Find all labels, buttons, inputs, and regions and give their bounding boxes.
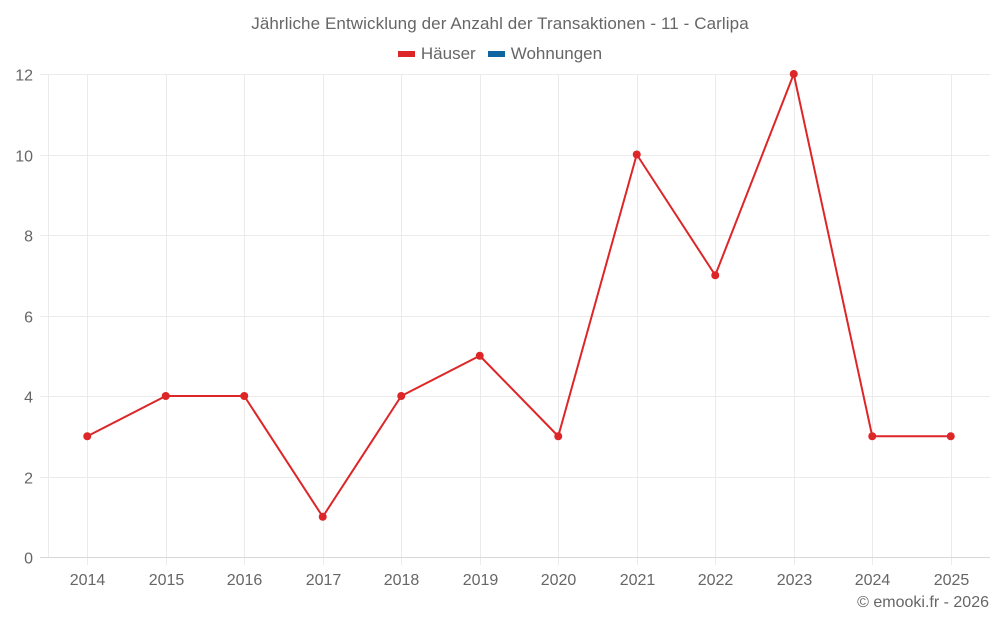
data-point-2024[interactable] [868, 432, 877, 441]
x-tick-label: 2017 [306, 572, 342, 589]
data-point-2014[interactable] [83, 432, 92, 441]
series-line [86, 73, 951, 518]
data-point-2021[interactable] [632, 150, 641, 159]
x-tick-label: 2022 [698, 572, 734, 589]
data-point-2019[interactable] [475, 351, 484, 360]
legend-item-haeuser[interactable]: Häuser [397, 44, 476, 64]
x-tick-label: 2014 [70, 572, 106, 589]
legend-label-wohnungen: Wohnungen [510, 44, 603, 63]
y-tick-label: 12 [15, 68, 33, 85]
credits[interactable]: © emooki.fr - 2026 [857, 594, 989, 611]
legend-item-wohnungen[interactable]: Wohnungen [487, 44, 603, 64]
data-point-2020[interactable] [554, 432, 563, 441]
x-tick-label: 2020 [541, 572, 577, 589]
x-tick-label: 2024 [855, 572, 891, 589]
y-tick-label: 4 [24, 390, 33, 407]
legend: Häuser Wohnungen [0, 44, 1000, 64]
x-tick-label: 2019 [463, 572, 499, 589]
y-gridlines [40, 74, 990, 478]
data-point-2023[interactable] [789, 70, 798, 78]
legend-label-haeuser: Häuser [420, 44, 476, 63]
series-haeuser [83, 70, 955, 521]
data-point-2022[interactable] [711, 271, 720, 280]
x-tick-label: 2016 [227, 572, 263, 589]
data-point-2018[interactable] [397, 392, 406, 400]
legend-swatch-red-icon [397, 51, 415, 57]
data-point-2017[interactable] [318, 512, 327, 521]
data-point-2015[interactable] [161, 392, 170, 400]
x-gridlines [48, 74, 952, 565]
legend-swatch-blue-icon [487, 51, 505, 57]
x-tick-label: 2025 [934, 572, 970, 589]
x-tick-label: 2015 [149, 572, 185, 589]
y-tick-label: 2 [24, 471, 33, 488]
chart-title: Jährliche Entwicklung der Anzahl der Tra… [251, 14, 749, 33]
x-axis-labels: 2014 2015 2016 2017 2018 2019 2020 2021 2022 2023… [70, 572, 970, 589]
y-axis-labels: 0 2 4 6 8 10 12 [15, 68, 33, 568]
y-tick-label: 8 [24, 229, 33, 246]
data-point-2025[interactable] [946, 432, 955, 441]
x-tick-label: 2023 [777, 572, 813, 589]
data-point-2016[interactable] [240, 392, 249, 400]
y-tick-label: 6 [24, 310, 33, 327]
y-tick-label: 0 [24, 551, 33, 568]
x-tick-label: 2018 [384, 572, 420, 589]
y-tick-label: 10 [15, 149, 33, 166]
x-tick-label: 2021 [620, 572, 656, 589]
